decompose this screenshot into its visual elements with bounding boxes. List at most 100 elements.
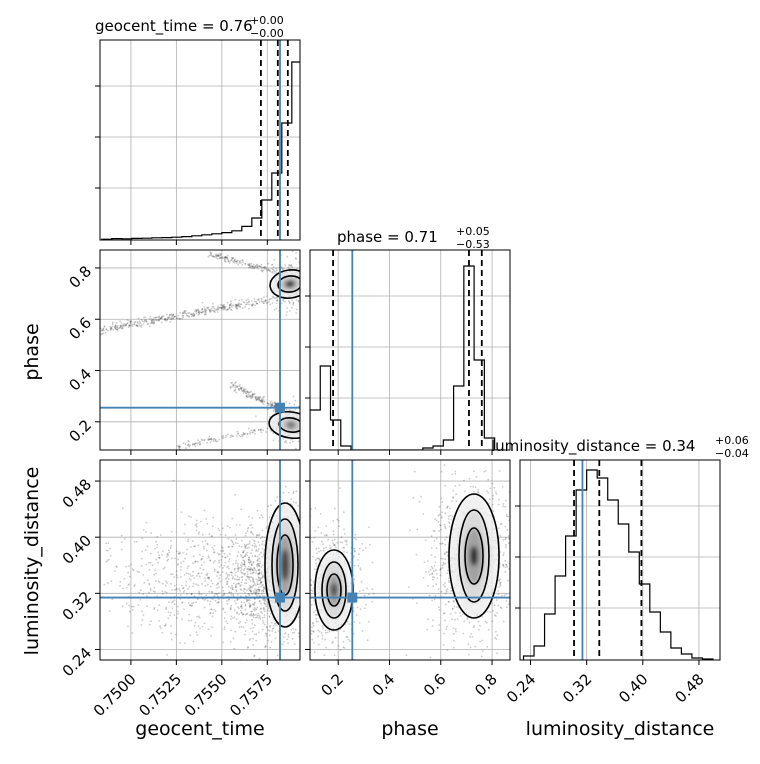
scatter-2-1-point bbox=[318, 644, 320, 646]
scatter-2-0-point bbox=[179, 552, 181, 554]
scatter-2-0-point bbox=[180, 569, 182, 571]
scatter-2-0-point bbox=[241, 606, 243, 608]
scatter-1-0-point bbox=[212, 303, 214, 305]
scatter-1-0-point bbox=[260, 269, 262, 271]
scatter-1-0-point bbox=[235, 387, 237, 389]
scatter-2-1-point bbox=[349, 562, 351, 564]
scatter-2-0-point bbox=[193, 583, 195, 585]
scatter-distance-vs-phase-panel bbox=[293, 449, 543, 682]
scatter-2-0-point bbox=[235, 631, 237, 633]
scatter-1-0-point bbox=[223, 307, 225, 309]
scatter-2-0-point bbox=[202, 541, 204, 543]
scatter-1-0-point bbox=[252, 396, 254, 398]
scatter-2-1-point bbox=[312, 556, 314, 558]
scatter-2-0-point bbox=[257, 550, 259, 552]
scatter-2-1-point bbox=[433, 570, 435, 572]
scatter-2-1-point bbox=[464, 490, 466, 492]
scatter-1-0-point bbox=[164, 318, 166, 320]
scatter-2-0-point bbox=[237, 555, 239, 557]
scatter-2-1-point bbox=[357, 606, 359, 608]
scatter-2-0-point bbox=[262, 590, 264, 592]
scatter-2-1-point bbox=[470, 486, 472, 488]
scatter-2-1-point bbox=[444, 558, 446, 560]
scatter-2-0-point bbox=[252, 527, 254, 529]
scatter-1-0-point bbox=[225, 435, 227, 437]
hist-1-1-bars bbox=[310, 266, 505, 450]
scatter-2-0-point bbox=[222, 527, 224, 529]
scatter-2-0-point bbox=[170, 547, 172, 549]
scatter-2-0-point bbox=[283, 641, 285, 643]
scatter-1-0-point bbox=[256, 303, 258, 305]
scatter-2-1-point bbox=[498, 504, 500, 506]
scatter-2-0-point bbox=[213, 552, 215, 554]
scatter-2-1-point bbox=[438, 530, 440, 532]
scatter-2-0-point bbox=[187, 567, 189, 569]
scatter-1-0-point bbox=[236, 307, 238, 309]
scatter-2-0-point bbox=[302, 538, 304, 540]
scatter-2-0-point bbox=[170, 573, 172, 575]
scatter-1-0-point bbox=[102, 328, 104, 330]
scatter-1-0-point bbox=[302, 290, 304, 292]
scatter-2-0-point bbox=[204, 577, 206, 579]
scatter-2-0-point bbox=[184, 523, 186, 525]
scatter-2-0-point bbox=[254, 624, 256, 626]
scatter-2-0-point bbox=[201, 583, 203, 585]
scatter-2-0-point bbox=[245, 566, 247, 568]
scatter-1-0-point bbox=[219, 307, 221, 309]
scatter-2-1-point bbox=[493, 510, 495, 512]
hist-0-0-frame bbox=[100, 40, 300, 240]
scatter-2-0-point bbox=[237, 563, 239, 565]
scatter-2-1-point bbox=[365, 604, 367, 606]
scatter-2-1-point bbox=[315, 618, 317, 620]
scatter-2-0-point bbox=[233, 595, 235, 597]
scatter-2-0-point bbox=[258, 569, 260, 571]
scatter-2-0-point bbox=[168, 601, 170, 603]
scatter-2-0-point bbox=[226, 600, 228, 602]
scatter-2-0-point bbox=[246, 582, 248, 584]
scatter-2-0-point bbox=[276, 496, 278, 498]
scatter-2-1-point bbox=[524, 554, 526, 556]
scatter-2-0-point bbox=[249, 599, 251, 601]
scatter-2-1-point bbox=[449, 508, 451, 510]
scatter-2-1-point bbox=[358, 553, 360, 555]
scatter-2-0-point bbox=[186, 572, 188, 574]
scatter-2-1-point bbox=[349, 623, 351, 625]
scatter-2-1-point bbox=[435, 595, 437, 597]
scatter-1-0-point bbox=[294, 408, 296, 410]
scatter-2-1-point bbox=[340, 541, 342, 543]
scatter-1-0-point bbox=[208, 256, 210, 258]
scatter-2-0-point bbox=[123, 578, 125, 580]
scatter-2-0-point bbox=[305, 541, 307, 543]
scatter-2-0-point bbox=[176, 570, 178, 572]
scatter-1-0-point bbox=[193, 312, 195, 314]
scatter-2-0-point bbox=[210, 635, 212, 637]
scatter-2-0-point bbox=[262, 548, 264, 550]
scatter-1-0-point bbox=[161, 322, 163, 324]
scatter-2-1-point bbox=[319, 631, 321, 633]
scatter-2-0-point bbox=[241, 573, 243, 575]
scatter-2-0-point bbox=[217, 528, 219, 530]
scatter-2-1-point bbox=[469, 478, 471, 480]
scatter-2-0-point bbox=[189, 573, 191, 575]
scatter-1-0-point bbox=[176, 317, 178, 319]
scatter-2-0-point bbox=[125, 566, 127, 568]
scatter-2-0-point bbox=[236, 524, 238, 526]
scatter-2-0-point bbox=[170, 540, 172, 542]
scatter-2-0-point bbox=[237, 568, 239, 570]
scatter-2-1-point bbox=[472, 486, 474, 488]
scatter-2-0-point bbox=[262, 576, 264, 578]
scatter-2-1-point bbox=[498, 605, 500, 607]
scatter-2-0-point bbox=[228, 591, 230, 593]
scatter-2-0-point bbox=[207, 543, 209, 545]
scatter-2-0-point bbox=[253, 539, 255, 541]
scatter-2-0-point bbox=[269, 616, 271, 618]
scatter-2-0-point bbox=[269, 647, 271, 649]
scatter-1-0-point bbox=[209, 251, 211, 253]
scatter-2-0-point bbox=[203, 546, 205, 548]
scatter-2-1-point bbox=[311, 633, 313, 635]
scatter-2-0-point bbox=[202, 534, 204, 536]
scatter-2-0-point bbox=[133, 606, 135, 608]
scatter-1-0-point bbox=[248, 304, 250, 306]
scatter-2-0-point bbox=[258, 615, 260, 617]
scatter-2-0-point bbox=[197, 573, 199, 575]
